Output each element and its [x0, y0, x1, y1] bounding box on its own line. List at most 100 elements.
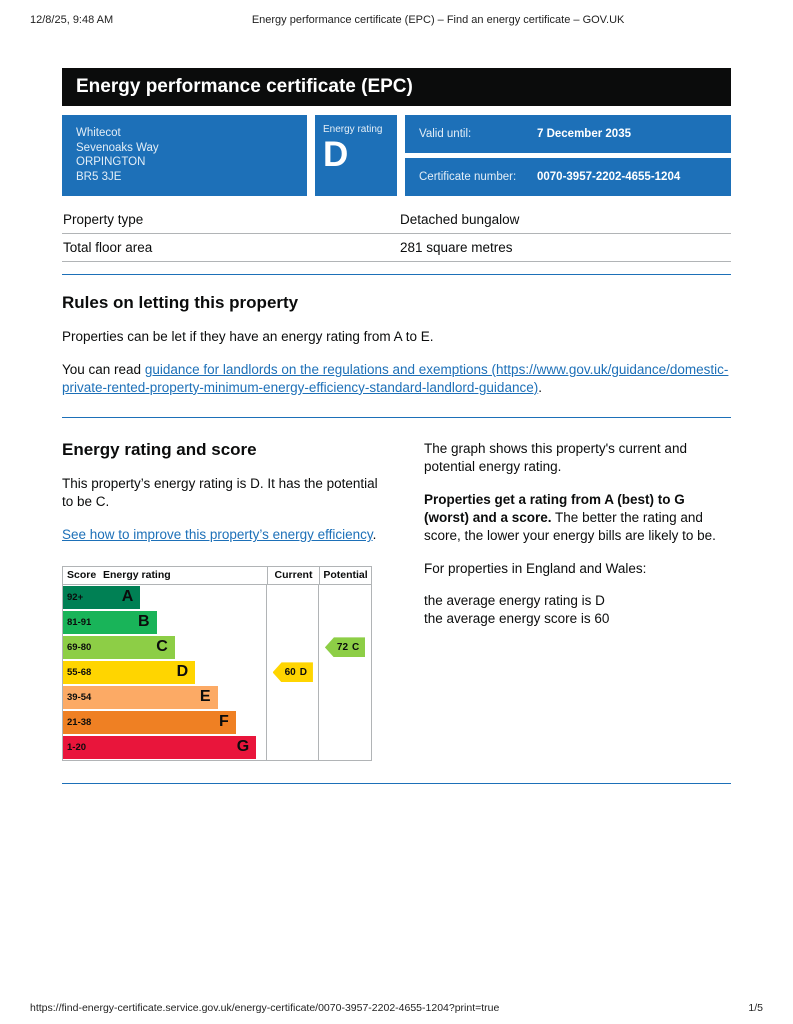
potential-score: 72	[336, 641, 349, 653]
rules-para-2-suffix: .	[538, 379, 542, 395]
current-rating-tag: 60 D	[272, 662, 313, 683]
print-footer-url: https://find-energy-certificate.service.…	[30, 1002, 500, 1014]
rules-para-2: You can read guidance for landlords on t…	[62, 361, 731, 397]
band-bar-area: 39-54 E	[63, 685, 266, 710]
potential-cell	[318, 609, 371, 635]
certificate-number-value: 0070-3957-2202-4655-1204	[537, 171, 681, 183]
current-letter: D	[299, 666, 307, 678]
band-row-f: 21-38 F	[63, 709, 371, 735]
improve-efficiency-link[interactable]: See how to improve this property’s energ…	[62, 527, 373, 543]
chart-header-rating: Energy rating	[103, 569, 171, 582]
energy-rating-box: Energy rating D	[315, 115, 397, 196]
section-divider	[62, 782, 731, 784]
band-bar-c: 69-80 C	[63, 635, 175, 659]
potential-cell: 72 C	[318, 634, 371, 660]
certificate-number-label: Certificate number:	[419, 171, 517, 183]
page-title-text: Energy performance certificate (EPC)	[76, 76, 413, 97]
rating-summary-text: This property’s energy rating is D. It h…	[62, 476, 378, 510]
property-type-value: Detached bungalow	[400, 212, 520, 227]
valid-until-box: Valid until: 7 December 2035	[405, 115, 731, 153]
potential-cell	[318, 684, 371, 710]
band-score-d: 55-68	[67, 666, 92, 678]
print-footer: https://find-energy-certificate.service.…	[30, 1002, 763, 1014]
rating-section: Energy rating and score This property’s …	[62, 422, 731, 761]
band-row-b: 81-91 B	[63, 609, 371, 635]
band-score-c: 69-80	[67, 641, 92, 653]
current-cell	[266, 584, 318, 610]
chart-header-score: Score	[67, 569, 97, 582]
band-row-a: 92+ A	[63, 584, 371, 610]
print-page-title: Energy performance certificate (EPC) – F…	[251, 14, 625, 26]
band-bar-g: 1-20 G	[63, 735, 257, 759]
rating-explanation-bold: Properties get a rating from A (best) to…	[424, 492, 685, 525]
table-row: Total floor area 281 square metres	[62, 234, 731, 262]
potential-cell	[318, 709, 371, 735]
band-row-d: 55-68 D 60 D	[63, 659, 371, 685]
band-score-a: 92+	[67, 591, 84, 603]
epc-rating-chart: Score Energy rating Current Potential 92…	[62, 565, 372, 761]
potential-cell	[318, 734, 371, 760]
band-row-g: 1-20 G	[63, 734, 371, 760]
current-score: 60	[284, 666, 296, 678]
band-bar-area: 1-20 G	[63, 735, 266, 760]
band-bar-d: 55-68 D	[63, 660, 196, 684]
section-divider	[62, 417, 731, 419]
potential-letter: C	[352, 641, 360, 653]
average-stats: the average energy rating is D the averag…	[424, 592, 731, 628]
band-score-g: 1-20	[67, 741, 87, 753]
rating-heading: Energy rating and score	[62, 440, 257, 460]
current-cell	[266, 634, 318, 660]
band-letter-f: F	[219, 713, 229, 731]
total-floor-area-label: Total floor area	[63, 240, 153, 255]
address-line-1: Whitecot	[76, 127, 121, 139]
improve-para-suffix: .	[372, 527, 377, 543]
band-score-e: 39-54	[67, 691, 92, 703]
band-bar-area: 55-68 D	[63, 660, 266, 685]
band-bar-a: 92+ A	[63, 585, 141, 609]
current-cell	[266, 709, 318, 735]
property-details-table: Property type Detached bungalow Total fl…	[62, 206, 731, 262]
property-type-label: Property type	[63, 212, 144, 227]
rules-para-1: Properties can be let if they have an en…	[62, 329, 434, 344]
band-letter-g: G	[236, 738, 250, 756]
print-datetime: 12/8/25, 9:48 AM	[30, 14, 114, 26]
band-bar-area: 69-80 C	[63, 635, 266, 660]
band-letter-d: D	[176, 663, 189, 681]
band-bar-f: 21-38 F	[63, 710, 236, 734]
band-bar-b: 81-91 B	[63, 610, 157, 634]
address-line-4: BR5 3JE	[76, 170, 122, 183]
band-row-c: 69-80 C 72 C	[63, 634, 371, 660]
certificate-number-box: Certificate number: 0070-3957-2202-4655-…	[405, 158, 731, 196]
address-line-3: ORPINGTON	[76, 156, 146, 169]
band-letter-a: A	[121, 588, 134, 606]
section-divider	[62, 274, 731, 275]
print-header: 12/8/25, 9:48 AM Energy performance cert…	[30, 14, 763, 26]
current-cell	[266, 734, 318, 760]
chart-header-potential: Potential	[319, 566, 371, 584]
potential-cell	[318, 659, 371, 685]
chart-header: Score Energy rating Current Potential	[63, 566, 371, 585]
band-row-e: 39-54 E	[63, 684, 371, 710]
band-bar-area: 81-91 B	[63, 610, 266, 635]
improve-para: See how to improve this property’s energ…	[62, 526, 382, 544]
band-letter-c: C	[156, 638, 168, 656]
print-footer-page-number: 1/5	[748, 1002, 763, 1014]
band-bar-area: 21-38 F	[63, 710, 266, 735]
potential-rating-tag: 72 C	[324, 637, 366, 658]
band-bar-e: 39-54 E	[63, 685, 218, 709]
band-score-b: 81-91	[67, 616, 92, 628]
property-address: Whitecot Sevenoaks Way ORPINGTON BR5 3JE	[62, 115, 307, 196]
landlord-guidance-link[interactable]: guidance for landlords on the regulation…	[62, 361, 729, 395]
summary-right-stack: Valid until: 7 December 2035 Certificate…	[405, 115, 731, 196]
table-row: Property type Detached bungalow	[62, 206, 731, 234]
total-floor-area-value: 281 square metres	[400, 240, 513, 255]
band-bar-area: 92+ A	[63, 585, 266, 610]
address-line-2: Sevenoaks Way	[76, 141, 159, 154]
current-cell	[266, 609, 318, 635]
rating-section-left: Energy rating and score This property’s …	[62, 422, 382, 761]
band-letter-e: E	[199, 688, 211, 706]
energy-rating-value: D	[323, 135, 349, 174]
chart-header-current: Current	[267, 566, 319, 584]
rating-explanation: Properties get a rating from A (best) to…	[424, 491, 731, 544]
band-score-f: 21-38	[67, 716, 92, 728]
